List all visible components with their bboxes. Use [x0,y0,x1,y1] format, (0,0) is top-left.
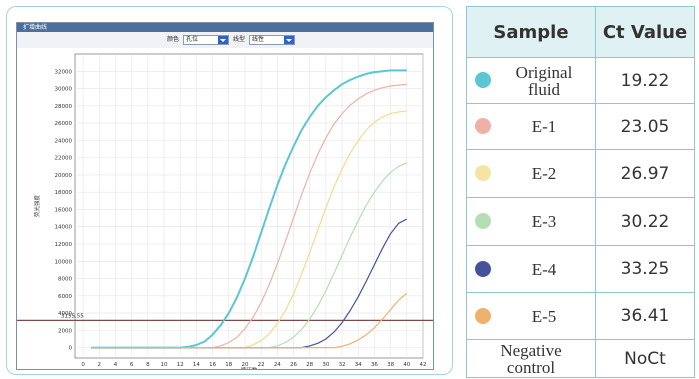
y-tick-label: 22000 [55,156,73,162]
series-line [91,292,408,349]
sample-name: E-3 [531,212,557,231]
y-tick-label: 20000 [55,173,73,179]
table-row: E-1 23.05 [467,104,694,150]
ct-table: Sample Ct Value Original fluid 19.22 E-1 … [466,6,695,378]
sample-name: E-1 [531,117,557,136]
table-row: Negative control NoCt [467,340,694,377]
ct-value: 23.05 [620,116,670,137]
x-tick-label: 40 [403,362,410,368]
x-axis-label: 循环数 [241,366,258,369]
ct-value: 36.41 [620,306,670,326]
series-line [91,162,408,349]
x-tick-label: 18 [225,362,232,368]
series-line [91,110,407,349]
sample-name: Original fluid [515,62,573,99]
threshold-label: 3155.55 [61,313,84,319]
y-axis-label: 荧光强度 [33,195,41,218]
x-tick-label: 32 [339,362,346,368]
y-tick-label: 30000 [55,87,73,93]
sample-color-dot [475,118,491,134]
chevron-down-icon[interactable] [218,36,228,44]
table-row: E-3 30.22 [467,198,694,246]
x-tick-label: 38 [387,362,394,368]
x-tick-label: 26 [290,362,297,368]
x-tick-label: 12 [177,362,184,368]
x-tick-label: 30 [322,362,329,368]
x-tick-label: 16 [209,362,216,368]
y-tick-label: 16000 [55,207,73,213]
chevron-down-icon[interactable] [284,36,294,44]
x-tick-label: 22 [258,362,265,368]
y-tick-label: 4000 [58,311,72,317]
sample-name: E-5 [531,306,557,326]
series-line [91,69,407,349]
x-tick-label: 8 [146,362,150,368]
chart-grid [74,53,424,359]
table-row: Original fluid 19.22 [467,58,694,104]
amplification-window: 扩增曲线 颜色 孔位 线型 线性 3155.55 0 2 4 6 8 10 12 14 16 18… [16,22,434,370]
ct-value: NoCt [624,348,666,369]
sample-color-dot [475,261,491,277]
series-line [91,83,407,349]
x-tick-label: 10 [161,362,168,368]
color-select[interactable]: 孔位 [183,35,229,45]
y-tick-label: 14000 [55,225,73,231]
header-sample: Sample [493,21,569,43]
x-tick-label: 14 [193,362,200,368]
x-tick-label: 20 [241,362,248,368]
linetype-label: 线型 [233,36,246,43]
window-titlebar: 扩增曲线 [17,23,433,32]
ct-value: 26.97 [620,163,670,184]
y-tick-label: 24000 [55,138,73,144]
y-tick-label: 10000 [55,259,73,265]
y-tick-label: 28000 [55,104,73,110]
x-tick-label: 36 [371,362,378,368]
sample-color-dot [475,213,491,229]
linetype-select-value: 线性 [252,36,265,43]
y-tick-label: 12000 [55,242,73,248]
series-layer [91,69,408,349]
sample-name: E-4 [531,259,557,279]
table-header-row: Sample Ct Value [467,7,694,58]
sample-name: E-2 [531,164,557,183]
sample-color-dot [475,308,491,324]
y-tick-label: 32000 [55,69,73,75]
x-tick-label: 28 [306,362,313,368]
y-tick-label: 0 [69,346,73,352]
x-tick-label: 2 [98,362,102,368]
x-tick-label: 24 [274,362,281,368]
x-tick-label: 0 [81,362,85,368]
sample-color-dot [475,72,491,88]
x-tick-label: 42 [420,362,427,368]
table-row: E-4 33.25 [467,246,694,293]
y-tick-label: 8000 [58,277,72,283]
amplification-chart: 3155.55 0 2 4 6 8 10 12 14 16 18 20 22 24 26 28 30 32 34 3… [17,53,433,369]
linetype-select[interactable]: 线性 [249,35,295,45]
ct-value: 33.25 [620,259,670,279]
ct-value: 19.22 [620,70,670,91]
sample-color-dot [475,165,491,181]
plot-toolbar: 颜色 孔位 线型 线性 [17,32,433,48]
x-tick-label: 4 [114,362,118,368]
y-tick-label: 26000 [55,121,73,127]
ct-value: 30.22 [620,211,670,232]
plot-area [74,53,424,359]
window-title: 扩增曲线 [23,24,48,31]
color-label: 颜色 [167,36,180,43]
y-tick-label: 18000 [55,190,73,196]
color-select-value: 孔位 [186,36,199,43]
header-ct-value: Ct Value [602,21,688,43]
table-row: E-2 26.97 [467,150,694,198]
table-row: E-5 36.41 [467,293,694,340]
series-line [91,218,408,349]
x-tick-label: 6 [130,362,134,368]
x-tick-label: 34 [355,362,362,368]
axis-layer: 0 2 4 6 8 10 12 14 16 18 20 22 24 26 28 30 32 34 36 38 40 420… [33,69,427,369]
y-tick-label: 2000 [58,328,72,334]
sample-name: Negative control [500,340,562,377]
y-tick-label: 6000 [58,294,72,300]
